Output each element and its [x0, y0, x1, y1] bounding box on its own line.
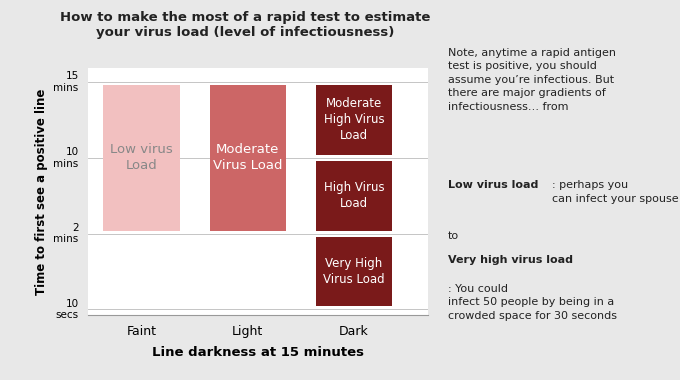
- Bar: [316, 161, 392, 231]
- Text: Low virus load: Low virus load: [448, 180, 539, 190]
- X-axis label: Line darkness at 15 minutes: Line darkness at 15 minutes: [152, 347, 364, 359]
- Text: Moderate
Virus Load: Moderate Virus Load: [213, 143, 282, 172]
- Text: How to make the most of a rapid test to estimate
your virus load (level of infec: How to make the most of a rapid test to …: [60, 11, 430, 40]
- Text: Low virus
Load: Low virus Load: [110, 143, 173, 172]
- Bar: [316, 85, 392, 155]
- Bar: [316, 237, 392, 306]
- Bar: [103, 85, 180, 231]
- Text: to: to: [448, 231, 459, 241]
- Text: Very High
Virus Load: Very High Virus Load: [323, 257, 385, 286]
- Text: : You could
infect 50 people by being in a
crowded space for 30 seconds: : You could infect 50 people by being in…: [448, 284, 617, 321]
- Text: High Virus
Load: High Virus Load: [324, 181, 384, 210]
- Bar: [209, 85, 286, 231]
- Text: : perhaps you
can infect your spouse: : perhaps you can infect your spouse: [552, 180, 679, 204]
- Text: Very high virus load: Very high virus load: [448, 255, 573, 265]
- Y-axis label: Time to first see a positive line: Time to first see a positive line: [35, 89, 48, 295]
- Text: Note, anytime a rapid antigen
test is positive, you should
assume you’re infecti: Note, anytime a rapid antigen test is po…: [448, 48, 616, 112]
- Text: Moderate
High Virus
Load: Moderate High Virus Load: [324, 97, 384, 142]
